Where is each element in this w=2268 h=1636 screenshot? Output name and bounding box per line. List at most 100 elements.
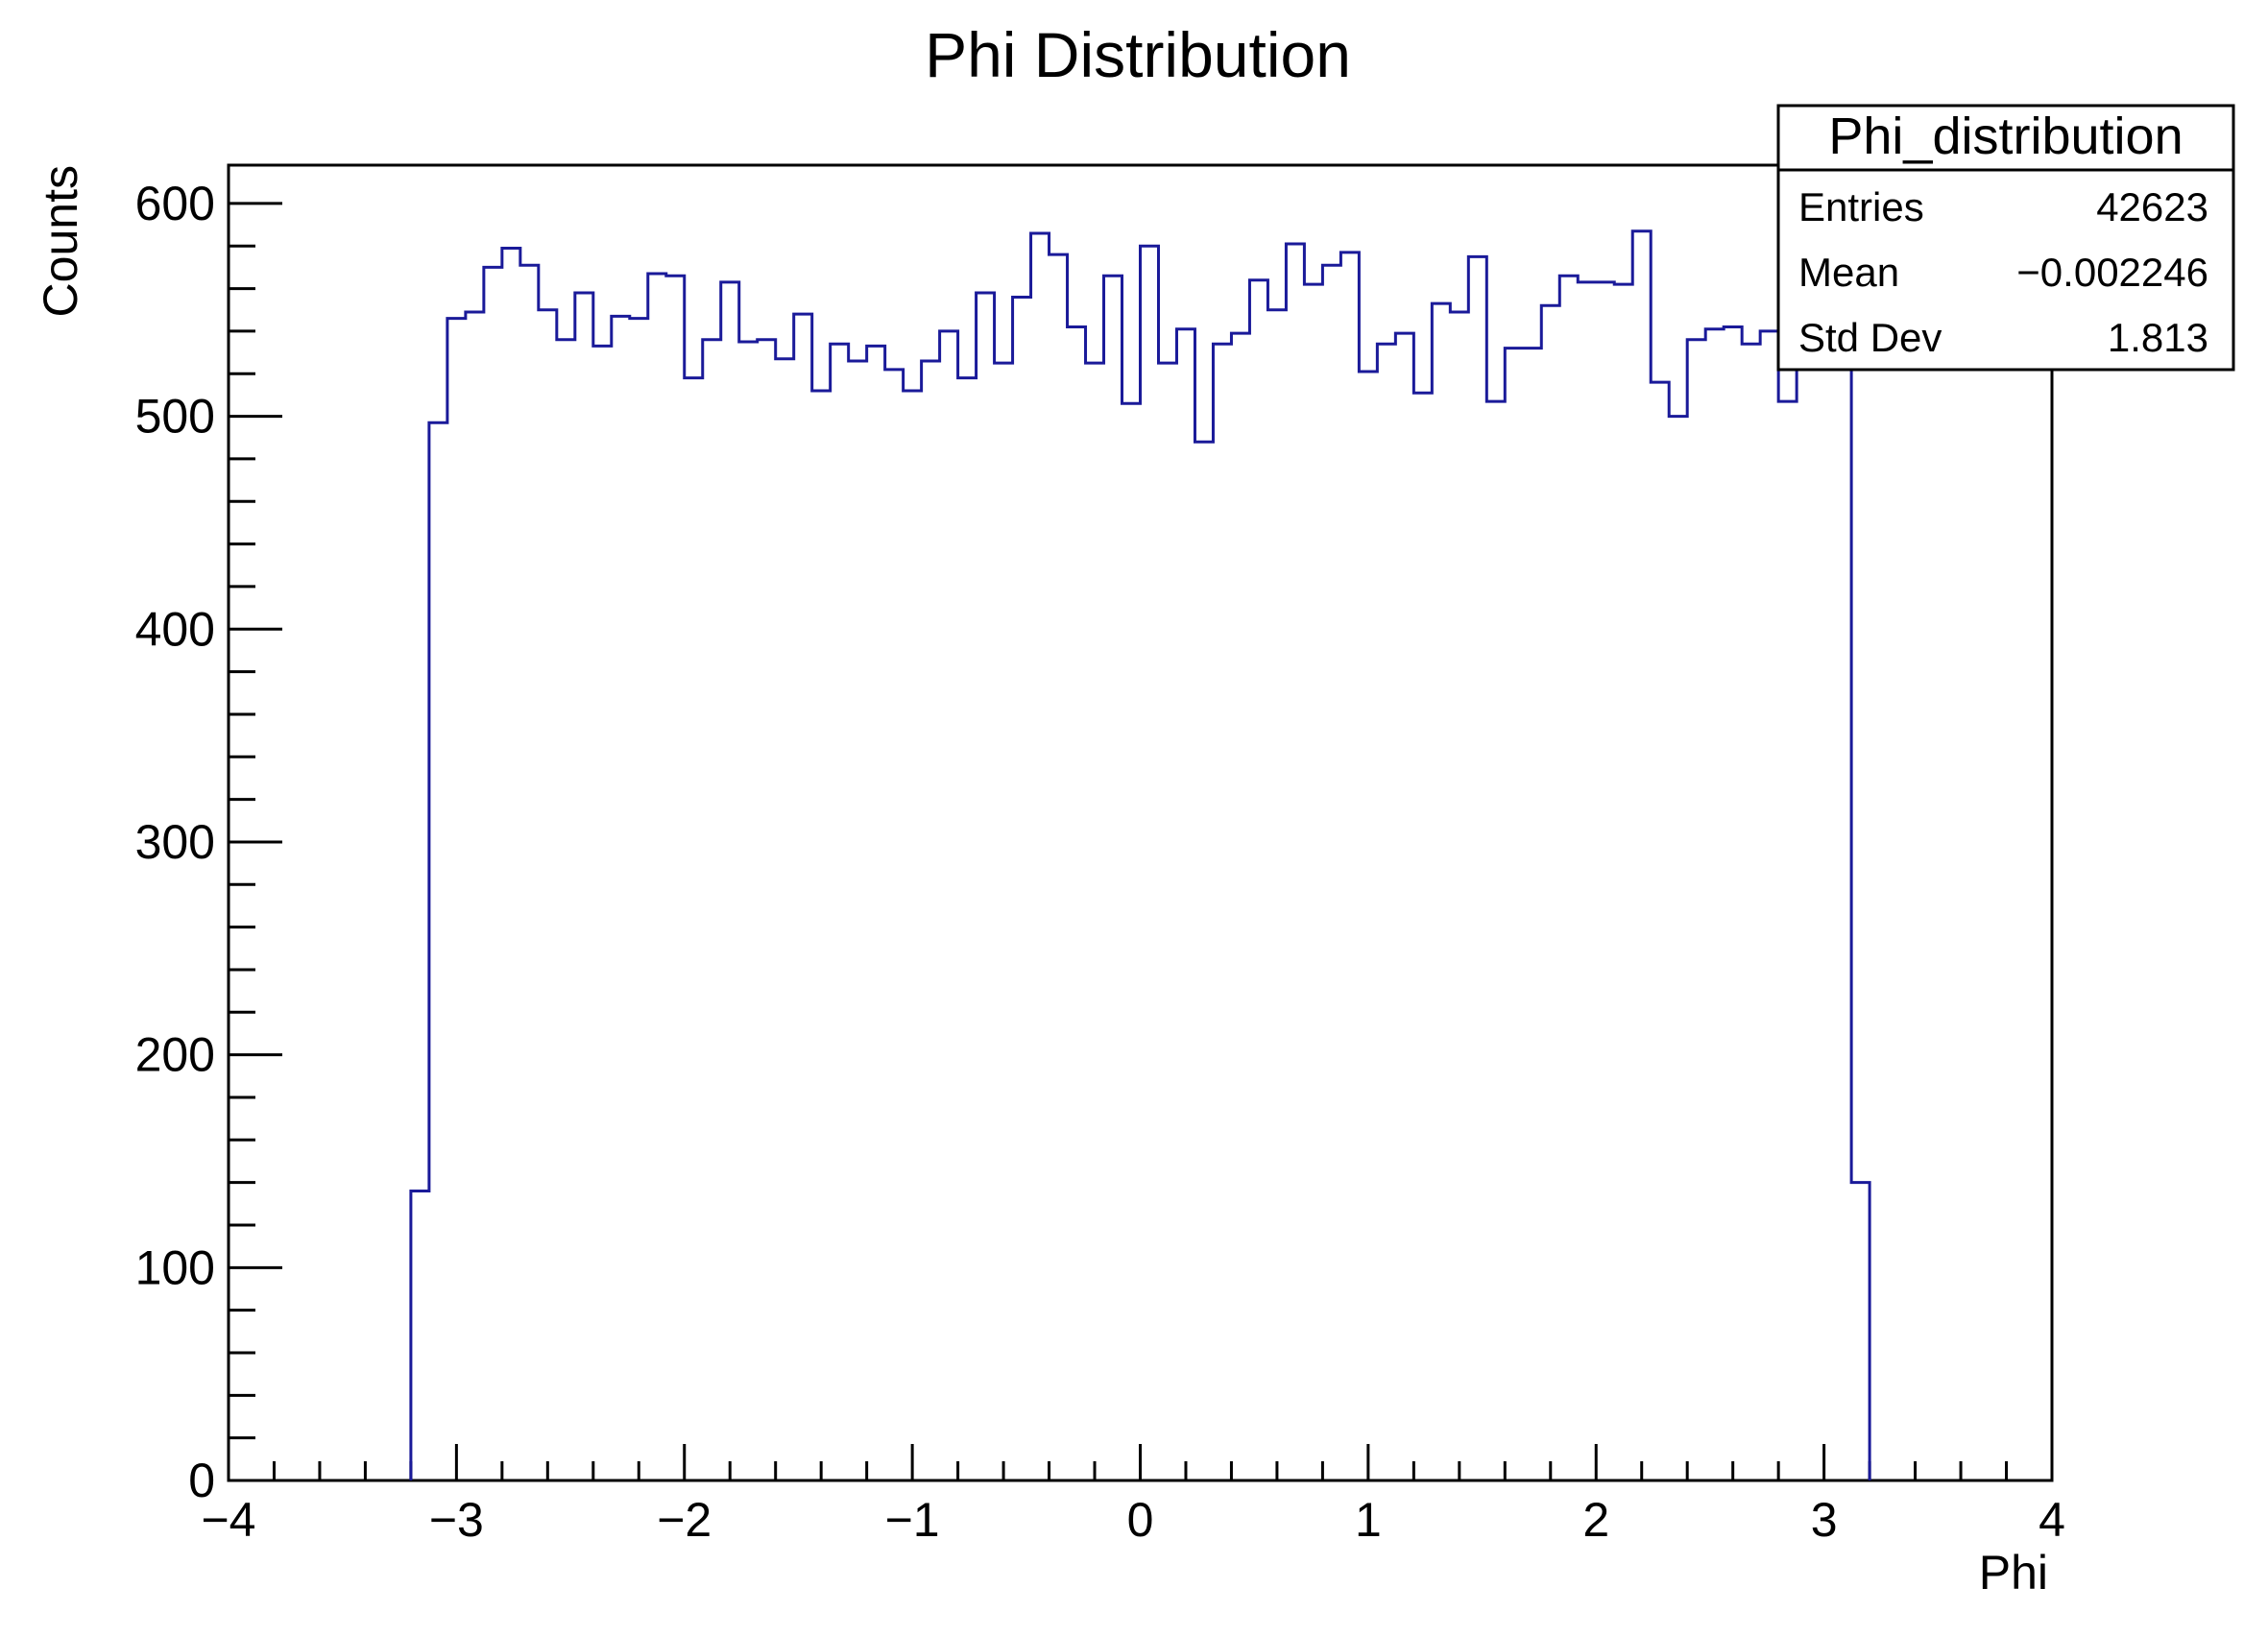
histogram-bin xyxy=(1359,372,1377,1480)
histogram-bin xyxy=(648,274,666,1480)
y-tick-label: 0 xyxy=(188,1454,215,1507)
histogram-bin xyxy=(630,319,648,1480)
histogram-bin xyxy=(539,310,557,1480)
histogram-bin xyxy=(776,359,794,1480)
stats-box-title: Phi_distribution xyxy=(1828,108,2183,165)
histogram-bin xyxy=(1760,331,1778,1480)
chart-title: Phi Distribution xyxy=(925,19,1351,90)
stats-stddev-value: 1.813 xyxy=(2108,315,2208,360)
x-axis-ticks: −4 −3 −2 −1 0 1 2 3 4 xyxy=(201,1444,2065,1547)
histogram-bin xyxy=(831,344,849,1480)
histogram-bin xyxy=(429,422,447,1480)
histogram-bin xyxy=(958,378,977,1480)
histogram-bin xyxy=(1122,403,1141,1480)
histogram-bin xyxy=(1013,297,1031,1480)
stats-box-frame xyxy=(1776,104,2235,372)
histogram-bin xyxy=(1797,352,1815,1480)
x-tick-label: −3 xyxy=(429,1493,484,1547)
histogram-bin xyxy=(575,293,593,1480)
y-tick-label: 100 xyxy=(135,1240,215,1294)
histogram-bin xyxy=(1559,276,1578,1480)
histogram-series xyxy=(409,229,1871,1480)
histogram-bin xyxy=(995,363,1013,1480)
histogram-bin xyxy=(447,319,466,1480)
histogram-bin xyxy=(904,391,922,1480)
histogram-bin xyxy=(1249,280,1267,1480)
histogram-bin xyxy=(885,370,904,1480)
histogram-bin xyxy=(977,293,995,1480)
stats-box: Phi_distribution Entries 42623 Mean −0.0… xyxy=(1776,104,2235,372)
histogram-bin xyxy=(666,276,685,1480)
y-tick-label: 300 xyxy=(135,815,215,869)
histogram-bin xyxy=(1104,276,1122,1480)
histogram-bin xyxy=(1395,333,1413,1480)
stats-mean-value: −0.002246 xyxy=(2016,250,2208,295)
y-tick-label: 200 xyxy=(135,1028,215,1082)
histogram-bin xyxy=(703,340,721,1480)
stats-entries-value: 42623 xyxy=(2096,184,2208,229)
histogram-bin xyxy=(812,391,831,1480)
histogram-bin xyxy=(520,265,539,1480)
histogram-step-line xyxy=(409,229,1871,1480)
histogram-bin xyxy=(1687,340,1705,1480)
x-tick-label: −2 xyxy=(657,1493,712,1547)
histogram-bin xyxy=(1468,256,1486,1480)
histogram-bin xyxy=(1031,233,1050,1480)
y-axis-ticks: 0 100 200 300 400 500 600 xyxy=(135,177,282,1507)
histogram-bin xyxy=(1705,329,1724,1480)
histogram-bin xyxy=(1505,349,1523,1480)
y-tick-label: 400 xyxy=(135,602,215,656)
histogram-bin xyxy=(794,314,812,1480)
stats-stddev-label: Std Dev xyxy=(1798,315,1942,360)
x-axis-label: Phi xyxy=(1979,1546,2048,1600)
x-tick-label: 0 xyxy=(1127,1493,1154,1547)
histogram-bin xyxy=(1851,1183,1870,1480)
histogram-bin xyxy=(1669,417,1687,1480)
histogram-bin xyxy=(758,340,776,1480)
x-tick-label: 3 xyxy=(1811,1493,1838,1547)
y-tick-label: 600 xyxy=(135,177,215,230)
histogram-bin xyxy=(1304,284,1322,1480)
histogram-bin xyxy=(922,361,940,1480)
histogram-bin xyxy=(1523,349,1541,1480)
histogram-bin xyxy=(739,342,758,1480)
histogram-bin xyxy=(1176,329,1194,1480)
histogram-bin xyxy=(612,316,630,1480)
histogram-bin xyxy=(502,248,520,1480)
x-tick-label: −1 xyxy=(885,1493,940,1547)
histogram-bin xyxy=(1432,303,1450,1480)
histogram-bin xyxy=(1450,312,1468,1480)
histogram-bin xyxy=(1413,393,1432,1480)
histogram-bin xyxy=(1778,401,1797,1480)
y-tick-label: 500 xyxy=(135,390,215,444)
histogram-bin xyxy=(484,267,502,1480)
histogram-bin xyxy=(1286,244,1304,1480)
histogram-bin xyxy=(1086,363,1104,1480)
x-tick-label: 1 xyxy=(1355,1493,1382,1547)
histogram-bin xyxy=(1377,344,1395,1480)
histogram-bin xyxy=(1486,401,1505,1480)
stats-entries-label: Entries xyxy=(1798,184,1924,229)
histogram-bin xyxy=(867,346,885,1480)
histogram-bin xyxy=(593,346,612,1480)
histogram-bin xyxy=(1050,254,1068,1480)
histogram-bin xyxy=(1267,310,1286,1480)
histogram-bin xyxy=(1632,231,1651,1480)
y-axis-label: Counts xyxy=(34,165,87,317)
histogram-bin xyxy=(1231,333,1249,1480)
histogram-bin xyxy=(1194,442,1213,1480)
histogram-bin xyxy=(1340,253,1359,1480)
histogram-bin xyxy=(1541,305,1559,1480)
stats-mean-label: Mean xyxy=(1798,250,1899,295)
histogram-bin xyxy=(1742,344,1760,1480)
histogram-bin xyxy=(1141,246,1159,1480)
histogram-bin xyxy=(1724,326,1742,1480)
histogram-bin xyxy=(1213,344,1231,1480)
histogram-bin xyxy=(1815,352,1833,1480)
x-tick-label: −4 xyxy=(201,1493,255,1547)
histogram-bin xyxy=(685,378,703,1480)
histogram-bin xyxy=(466,312,484,1480)
histogram-bin xyxy=(411,1191,429,1480)
x-tick-label: 4 xyxy=(2039,1493,2065,1547)
